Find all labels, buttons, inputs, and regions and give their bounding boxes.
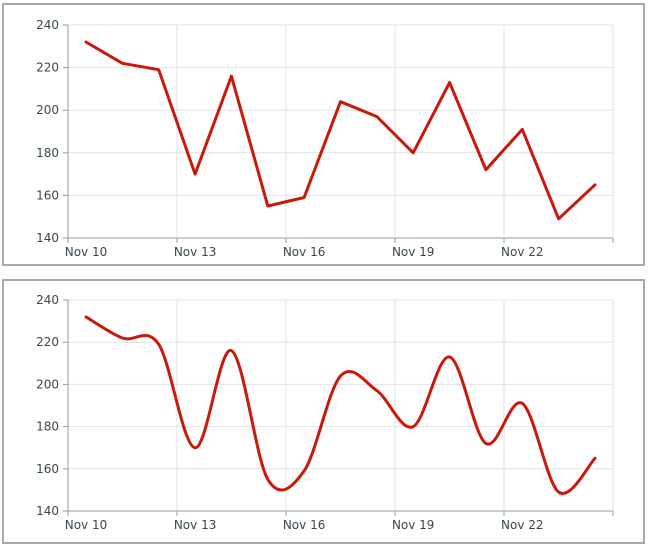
line-chart: 240 220 200 180 160 140 Nov 10 Nov 13 Nov 16 Nov … (36, 18, 614, 259)
spline-chart: 240 220 200 180 160 140 Nov 10 Nov 13 Nov 16 Nov … (36, 293, 614, 532)
y-axis-label: 180 (36, 146, 59, 160)
y-axis-label: 160 (36, 462, 59, 476)
y-axis-label: 220 (36, 335, 59, 349)
y-axis-label: 200 (36, 103, 59, 117)
x-axis-label: Nov 16 (283, 245, 326, 259)
y-axis-label: 240 (36, 293, 59, 307)
x-axis-label: Nov 22 (501, 518, 544, 532)
y-axis-label: 140 (36, 231, 59, 245)
x-axis-label: Nov 13 (174, 245, 217, 259)
spline-series (84, 315, 597, 495)
y-axis-label: 240 (36, 18, 59, 32)
x-axis-label: Nov 13 (174, 518, 217, 532)
chart-panel-linear: 240 220 200 180 160 140 Nov 10 Nov 13 Nov 16 Nov … (2, 3, 645, 266)
x-axis-label: Nov 19 (392, 245, 435, 259)
x-axis-label: Nov 22 (501, 245, 544, 259)
y-axis-label: 140 (36, 504, 59, 518)
y-axis-label: 180 (36, 420, 59, 434)
x-axis-label: Nov 16 (283, 518, 326, 532)
x-axis-label: Nov 19 (392, 518, 435, 532)
line-series (84, 40, 597, 221)
x-axis-label: Nov 10 (65, 245, 108, 259)
x-axis-label: Nov 10 (65, 518, 108, 532)
chart-panel-smoothed: 240 220 200 180 160 140 Nov 10 Nov 13 Nov 16 Nov … (2, 279, 645, 544)
y-axis-label: 160 (36, 188, 59, 202)
y-axis-label: 220 (36, 61, 59, 75)
y-axis-label: 200 (36, 377, 59, 391)
